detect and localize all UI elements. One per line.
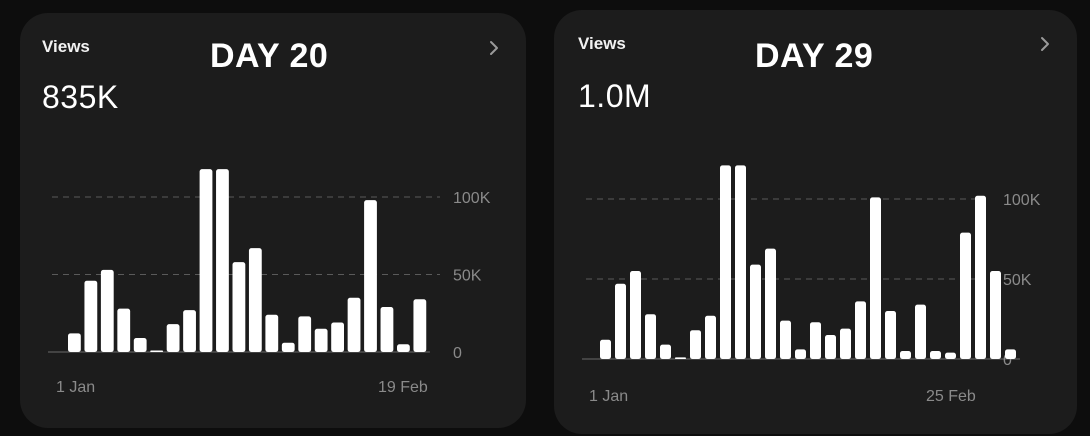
- bar: [945, 352, 956, 359]
- bar: [600, 339, 611, 359]
- bar: [750, 264, 761, 359]
- bar: [630, 271, 641, 359]
- x-axis-label: 1 Jan: [56, 379, 95, 396]
- bar: [930, 351, 941, 359]
- bar: [885, 311, 896, 359]
- bar: [166, 324, 180, 352]
- bar: [216, 169, 229, 352]
- bar: [100, 269, 114, 352]
- x-axis-label: 1 Jan: [589, 388, 628, 405]
- views-card-day-20[interactable]: Views 835K DAY 20 100K 50K 0 1 Jan 19 Feb: [20, 13, 526, 428]
- x-axis-label: 25 Feb: [926, 388, 976, 405]
- day-title: DAY 20: [210, 37, 329, 75]
- y-tick-label: 0: [453, 345, 462, 362]
- bar: [660, 344, 671, 359]
- bar: [675, 357, 686, 359]
- bar: [347, 297, 361, 352]
- bar: [615, 283, 626, 359]
- bar: [248, 248, 262, 352]
- bar: [84, 280, 98, 352]
- bar: [265, 314, 279, 352]
- bar: [183, 310, 196, 352]
- y-tick-label: 100K: [1003, 192, 1041, 209]
- bar: [780, 320, 791, 359]
- bar: [870, 197, 881, 359]
- bar: [825, 335, 836, 359]
- bar: [960, 232, 971, 359]
- y-tick-label: 0: [1003, 352, 1012, 369]
- bar: [795, 349, 806, 359]
- views-total: 835K: [42, 79, 119, 115]
- views-total: 1.0M: [578, 78, 652, 114]
- bar: [990, 271, 1001, 359]
- bar: [364, 200, 377, 352]
- day-title: DAY 29: [755, 37, 874, 75]
- views-card-day-29[interactable]: Views 1.0M DAY 29 100K 50K 0 1 Jan 25 Feb: [554, 10, 1077, 434]
- bar: [855, 301, 866, 359]
- y-tick-label: 100K: [453, 190, 491, 207]
- y-tick-label: 50K: [1003, 272, 1032, 289]
- bar: [117, 308, 131, 352]
- bar: [720, 165, 731, 359]
- bar: [331, 322, 344, 352]
- views-bar-chart: 100K 50K 0 1 Jan 25 Feb: [582, 165, 1041, 405]
- bar: [705, 315, 716, 359]
- bar: [68, 333, 81, 352]
- bar: [735, 165, 746, 359]
- bar: [150, 350, 164, 352]
- bar: [397, 344, 410, 352]
- bar: [199, 169, 213, 352]
- bar: [1005, 349, 1016, 359]
- bar: [975, 195, 986, 359]
- y-tick-label: 50K: [453, 268, 482, 285]
- chevron-right-icon[interactable]: [486, 40, 502, 56]
- bar: [690, 330, 701, 359]
- bar: [314, 328, 328, 352]
- bar: [232, 262, 246, 352]
- bar: [840, 328, 851, 359]
- x-axis-label: 19 Feb: [378, 379, 428, 396]
- card-label: Views: [578, 34, 626, 53]
- views-bar-chart: 100K 50K 0 1 Jan 19 Feb: [48, 169, 491, 396]
- bar: [298, 316, 312, 352]
- bar: [645, 314, 656, 359]
- bar: [900, 351, 911, 359]
- bar: [915, 304, 926, 359]
- bar: [281, 342, 295, 352]
- bar: [380, 307, 394, 352]
- bar: [765, 248, 776, 359]
- chevron-right-icon[interactable]: [1037, 36, 1053, 52]
- bar: [133, 338, 147, 352]
- bar: [810, 322, 821, 359]
- card-label: Views: [42, 37, 90, 56]
- bar: [413, 299, 427, 352]
